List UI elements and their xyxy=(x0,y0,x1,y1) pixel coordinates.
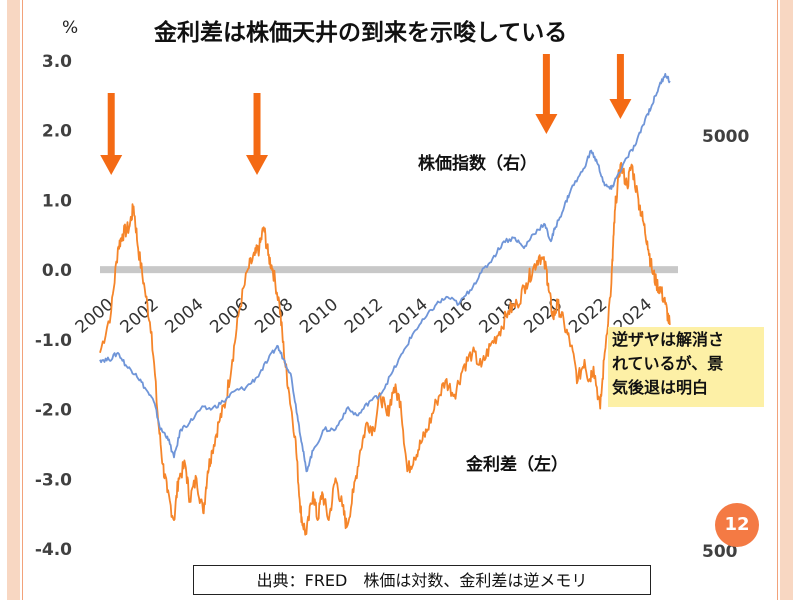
x-tick-label: 2014 xyxy=(386,295,432,338)
right-rail-line xyxy=(777,0,778,600)
down-arrow-shaft xyxy=(253,93,261,155)
y-left-tick-label: -4.0 xyxy=(35,540,72,560)
source-note: 出典：FRED 株価は対数、金利差は逆メモリ xyxy=(193,565,651,595)
x-tick-label: 2002 xyxy=(117,295,163,338)
y-left-tick-label: 3.0 xyxy=(42,52,72,72)
callout-line-1: 逆ザヤは解消さ xyxy=(612,330,725,349)
y-left-tick-label: 2.0 xyxy=(42,122,72,142)
callout-line-3: 気後退は明白 xyxy=(612,378,709,397)
y-left-tick-label: -3.0 xyxy=(35,470,72,490)
down-arrow-shaft xyxy=(107,93,115,155)
callout-line-2: れているが、景 xyxy=(612,354,724,373)
spread-series-label: 金利差（左） xyxy=(466,455,568,475)
x-tick-label: 2012 xyxy=(341,295,387,338)
x-tick-label: 2006 xyxy=(206,295,252,338)
left-rail xyxy=(7,0,20,600)
x-tick-label: 2008 xyxy=(251,295,297,338)
callout-box: 逆ザヤは解消さ れているが、景 気後退は明白 xyxy=(608,327,764,407)
stock-series-line xyxy=(99,73,671,473)
down-arrow-shaft xyxy=(542,54,550,114)
y-right-tick-label: 500 xyxy=(702,542,738,562)
down-arrow-head xyxy=(609,99,632,119)
spread-series-line xyxy=(99,161,671,536)
stock-series-label: 株価指数（右） xyxy=(418,154,537,174)
y-left-unit-label: % xyxy=(62,18,78,38)
down-arrow-shaft xyxy=(616,54,624,99)
x-tick-label: 2004 xyxy=(162,295,208,338)
y-left-tick-label: 1.0 xyxy=(42,191,72,211)
y-right-tick-label: 5000 xyxy=(702,127,749,147)
x-tick-label: 2010 xyxy=(296,295,342,338)
y-left-tick-label: 0.0 xyxy=(42,261,72,281)
zero-line-band xyxy=(100,266,678,274)
page-number-badge: 12 xyxy=(715,503,759,547)
down-arrow-head xyxy=(100,155,123,175)
down-arrow-head xyxy=(535,114,558,134)
y-left-tick-label: -2.0 xyxy=(35,401,72,421)
slide-title: 金利差は株価天井の到来を示唆している xyxy=(154,20,568,46)
x-tick-label: 2018 xyxy=(476,295,522,338)
x-tick-label: 2022 xyxy=(565,295,611,338)
left-rail-line xyxy=(22,0,23,600)
y-left-tick-label: -1.0 xyxy=(35,331,72,351)
right-rail xyxy=(780,0,793,600)
down-arrow-head xyxy=(246,155,269,175)
